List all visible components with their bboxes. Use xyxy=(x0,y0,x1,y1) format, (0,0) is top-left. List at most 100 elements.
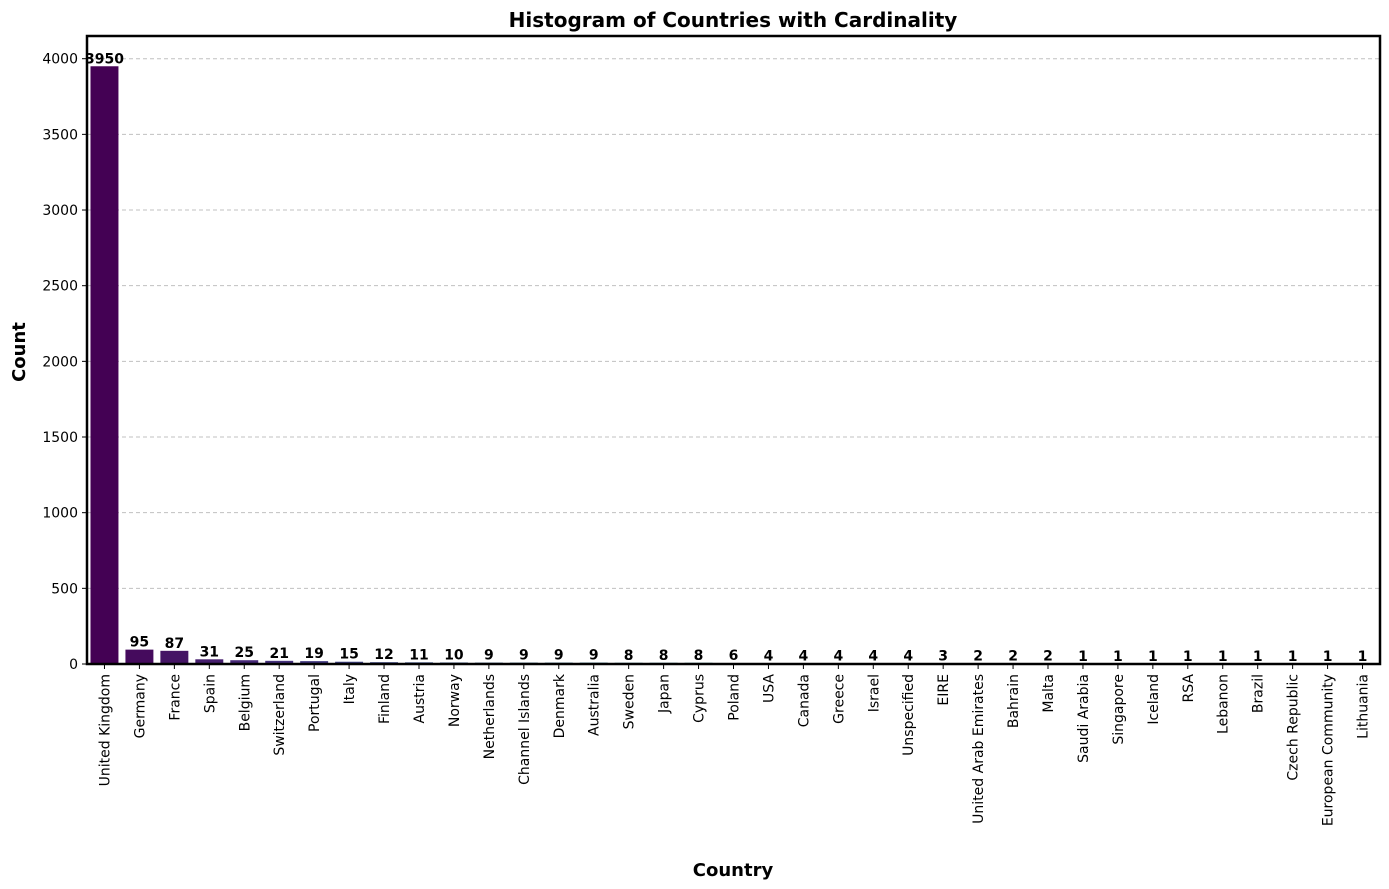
bar-value-label: 3 xyxy=(938,649,948,665)
x-tick-label: Canada xyxy=(796,674,812,727)
bar-value-label: 1 xyxy=(1113,649,1123,665)
x-tick-label: Italy xyxy=(342,674,358,704)
bars xyxy=(90,66,1377,665)
bar-value-label: 1 xyxy=(1183,649,1193,665)
bar-value-label: 2 xyxy=(1043,649,1053,665)
bar-value-label: 1 xyxy=(1148,649,1158,665)
y-tick-label: 2500 xyxy=(42,279,78,295)
bar-value-label: 4 xyxy=(833,648,843,664)
x-tick-label: Portugal xyxy=(307,674,323,732)
bar-value-label: 2 xyxy=(973,649,983,665)
x-tick-label: Saudi Arabia xyxy=(1076,674,1092,763)
bar-value-label: 3950 xyxy=(85,51,124,67)
x-tick-label: EIRE xyxy=(936,674,952,706)
bar-value-label: 1 xyxy=(1288,649,1298,665)
bar-value-label: 9 xyxy=(519,648,529,664)
x-tick-label: Bahrain xyxy=(1006,674,1022,728)
y-tick-label: 3500 xyxy=(42,127,78,143)
bar xyxy=(90,66,119,664)
chart-title: Histogram of Countries with Cardinality xyxy=(509,8,958,32)
bar-value-label: 11 xyxy=(409,647,428,663)
y-tick-label: 0 xyxy=(69,657,78,673)
bar-value-label: 19 xyxy=(304,646,323,662)
plot-frame xyxy=(85,34,1382,666)
x-tick-label: Norway xyxy=(447,674,463,727)
bar-value-label: 95 xyxy=(130,635,149,651)
x-tick-label: United Kingdom xyxy=(97,674,113,786)
x-tick-label: Switzerland xyxy=(272,674,288,756)
x-tick-label: Belgium xyxy=(237,674,253,731)
bar-value-label: 1 xyxy=(1323,649,1333,665)
bar xyxy=(230,660,259,664)
x-tick-label: United Arab Emirates xyxy=(971,674,987,824)
bar xyxy=(265,660,294,664)
bar-value-label: 1 xyxy=(1218,649,1228,665)
x-tick-label: Iceland xyxy=(1146,674,1162,725)
bar-value-label: 25 xyxy=(235,645,254,661)
bar-value-label: 31 xyxy=(200,644,219,660)
bar-value-label: 9 xyxy=(484,648,494,664)
bar-value-label: 4 xyxy=(868,648,878,664)
y-tick-label: 1000 xyxy=(42,506,78,522)
bar-value-label: 8 xyxy=(624,648,634,664)
x-tick-label: France xyxy=(167,674,183,721)
bar-value-label: 1 xyxy=(1078,649,1088,665)
x-tick-label: RSA xyxy=(1181,674,1197,703)
bar-value-label: 10 xyxy=(444,647,464,663)
bar xyxy=(125,649,154,664)
bar-value-label: 4 xyxy=(764,648,774,664)
bar-value-label: 9 xyxy=(589,648,599,664)
x-tick-label: Lebanon xyxy=(1216,674,1232,734)
x-axis-ticks: United Kingdom Germany France Spain Belgium S… xyxy=(97,664,1372,826)
bar-value-label: 8 xyxy=(694,648,704,664)
bar xyxy=(300,661,329,664)
x-tick-label: Sweden xyxy=(622,674,638,729)
x-tick-label: Unspecified xyxy=(901,674,917,756)
x-tick-label: Germany xyxy=(132,674,148,738)
y-tick-label: 3000 xyxy=(42,203,78,219)
y-gridlines xyxy=(87,58,1380,589)
x-tick-label: Australia xyxy=(587,674,603,736)
bar-value-label: 1 xyxy=(1358,649,1368,665)
x-tick-label: Singapore xyxy=(1111,674,1127,745)
x-tick-label: Czech Republic xyxy=(1286,674,1302,781)
bar-value-label: 87 xyxy=(165,636,184,652)
bar-value-label: 2 xyxy=(1008,649,1018,665)
x-tick-label: Austria xyxy=(412,674,428,723)
x-tick-label: Israel xyxy=(866,674,882,712)
x-tick-label: Netherlands xyxy=(482,674,498,759)
x-tick-label: Malta xyxy=(1041,674,1057,713)
x-tick-label: Finland xyxy=(377,674,393,724)
x-tick-label: Japan xyxy=(657,674,673,714)
bar-value-label: 21 xyxy=(269,646,288,662)
x-tick-label: Denmark xyxy=(552,673,568,738)
x-axis-label: Country xyxy=(693,860,774,881)
x-tick-label: Channel Islands xyxy=(517,674,533,785)
bar-value-label: 8 xyxy=(659,648,669,664)
y-tick-label: 2000 xyxy=(42,354,78,370)
y-tick-label: 500 xyxy=(51,581,78,597)
x-tick-label: European Community xyxy=(1321,674,1337,826)
x-tick-label: Poland xyxy=(727,674,743,721)
bar-value-label: 4 xyxy=(799,648,809,664)
bar-value-label: 12 xyxy=(374,647,393,663)
x-tick-label: Greece xyxy=(831,674,847,724)
bar xyxy=(195,659,224,664)
x-tick-label: Lithuania xyxy=(1356,674,1372,739)
x-tick-label: USA xyxy=(761,674,777,703)
y-axis-ticks: 0 500 1000 1500 2000 2500 3000 3500 4000 xyxy=(42,52,87,673)
bar xyxy=(160,650,189,664)
x-tick-label: Cyprus xyxy=(692,674,708,723)
bar-value-label: 15 xyxy=(339,647,358,663)
x-tick-label: Spain xyxy=(202,674,218,713)
bar-value-label: 1 xyxy=(1253,649,1263,665)
y-axis-label: Count xyxy=(9,322,30,382)
bar-value-label: 4 xyxy=(903,648,913,664)
bar-value-label: 9 xyxy=(554,648,564,664)
y-tick-label: 4000 xyxy=(42,52,78,68)
y-tick-label: 1500 xyxy=(42,430,78,446)
x-tick-label: Brazil xyxy=(1251,674,1267,713)
bar-value-label: 6 xyxy=(729,648,739,664)
